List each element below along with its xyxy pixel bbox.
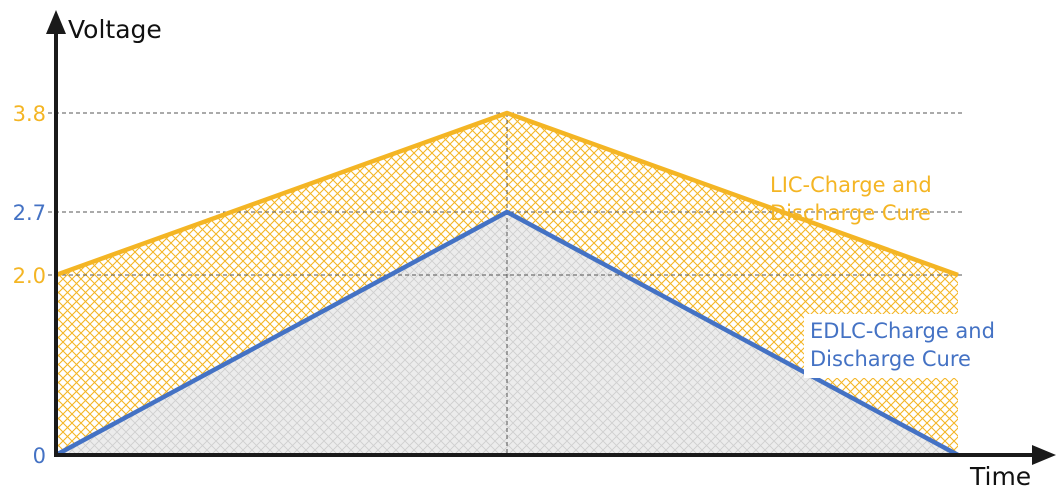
curve-label-bg-1 (804, 314, 1020, 378)
y-tick-label-2: 2.7 (13, 201, 46, 225)
curve-label-0-line-1: Discharge Cure (770, 201, 931, 225)
y-tick-label-0: 0 (33, 444, 46, 468)
y-tick-label-3: 3.8 (13, 102, 46, 126)
curve-label-1-line-1: Discharge Cure (810, 347, 971, 371)
series-line-0 (55, 110, 959, 278)
y-axis-arrow (46, 10, 66, 34)
curve-label-0-line-0: LIC-Charge and (770, 173, 932, 197)
curve-label-1-line-0: EDLC-Charge and (810, 319, 995, 343)
y-axis-title: Voltage (68, 15, 162, 44)
axes (46, 10, 1056, 465)
x-axis-arrow (1032, 445, 1056, 465)
curve-labels: LIC-Charge and Discharge Cure EDLC-Charge … (770, 173, 1020, 378)
y-tick-labels: 0 2.0 2.7 3.8 (13, 102, 46, 468)
x-axis-title: Time (969, 462, 1031, 491)
y-tick-label-1: 2.0 (13, 264, 46, 288)
